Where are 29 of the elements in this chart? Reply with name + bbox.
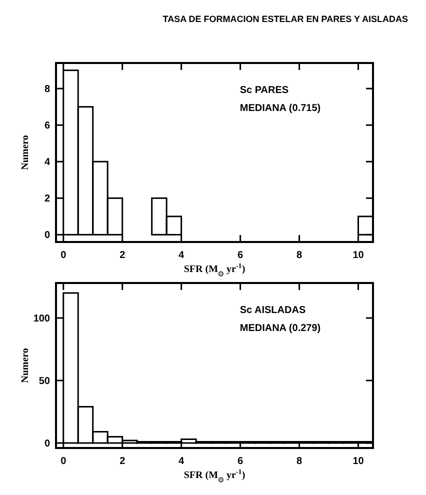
x-tick-label: 4: [178, 456, 185, 467]
annotation: MEDIANA (0.279): [240, 323, 321, 334]
y-tick-label: 0: [44, 438, 50, 450]
x-tick-label: 10: [352, 456, 364, 467]
y-tick-label: 50: [38, 376, 50, 387]
x-tick-label: 2: [120, 250, 126, 261]
x-tick-label: 8: [296, 456, 302, 467]
y-tick-label: 4: [44, 157, 50, 168]
x-tick-label: 6: [238, 250, 244, 261]
y-tick-label: 2: [44, 194, 50, 205]
y-tick-label: 8: [44, 84, 50, 96]
y-tick-label: 0: [44, 230, 50, 242]
y-tick-label: 6: [44, 120, 50, 132]
x-tick-label: 4: [178, 250, 185, 261]
x-tick-label: 8: [296, 250, 302, 261]
x-tick-label: 10: [352, 250, 364, 261]
annotation: Sc AISLADAS: [240, 305, 306, 316]
annotation: MEDIANA (0.715): [240, 103, 321, 114]
x-tick-label: 6: [238, 456, 244, 467]
x-axis-title: SFR (M$_{⊙}$ yr$^{-1}$): [184, 468, 246, 484]
x-axis-title: SFR (M$_{⊙}$ yr$^{-1}$): [184, 262, 246, 278]
annotation: Sc PARES: [240, 85, 289, 96]
x-tick-label: 2: [120, 456, 126, 467]
chart-title: TASA DE FORMACION ESTELAR EN PARES Y AISLADAS: [162, 14, 408, 24]
x-tick-label: 0: [60, 250, 67, 261]
x-tick-label: 0: [60, 456, 67, 467]
y-tick-label: 100: [33, 314, 50, 324]
y-axis-title: Numero: [20, 348, 31, 383]
y-axis-title: Numero: [20, 135, 31, 170]
